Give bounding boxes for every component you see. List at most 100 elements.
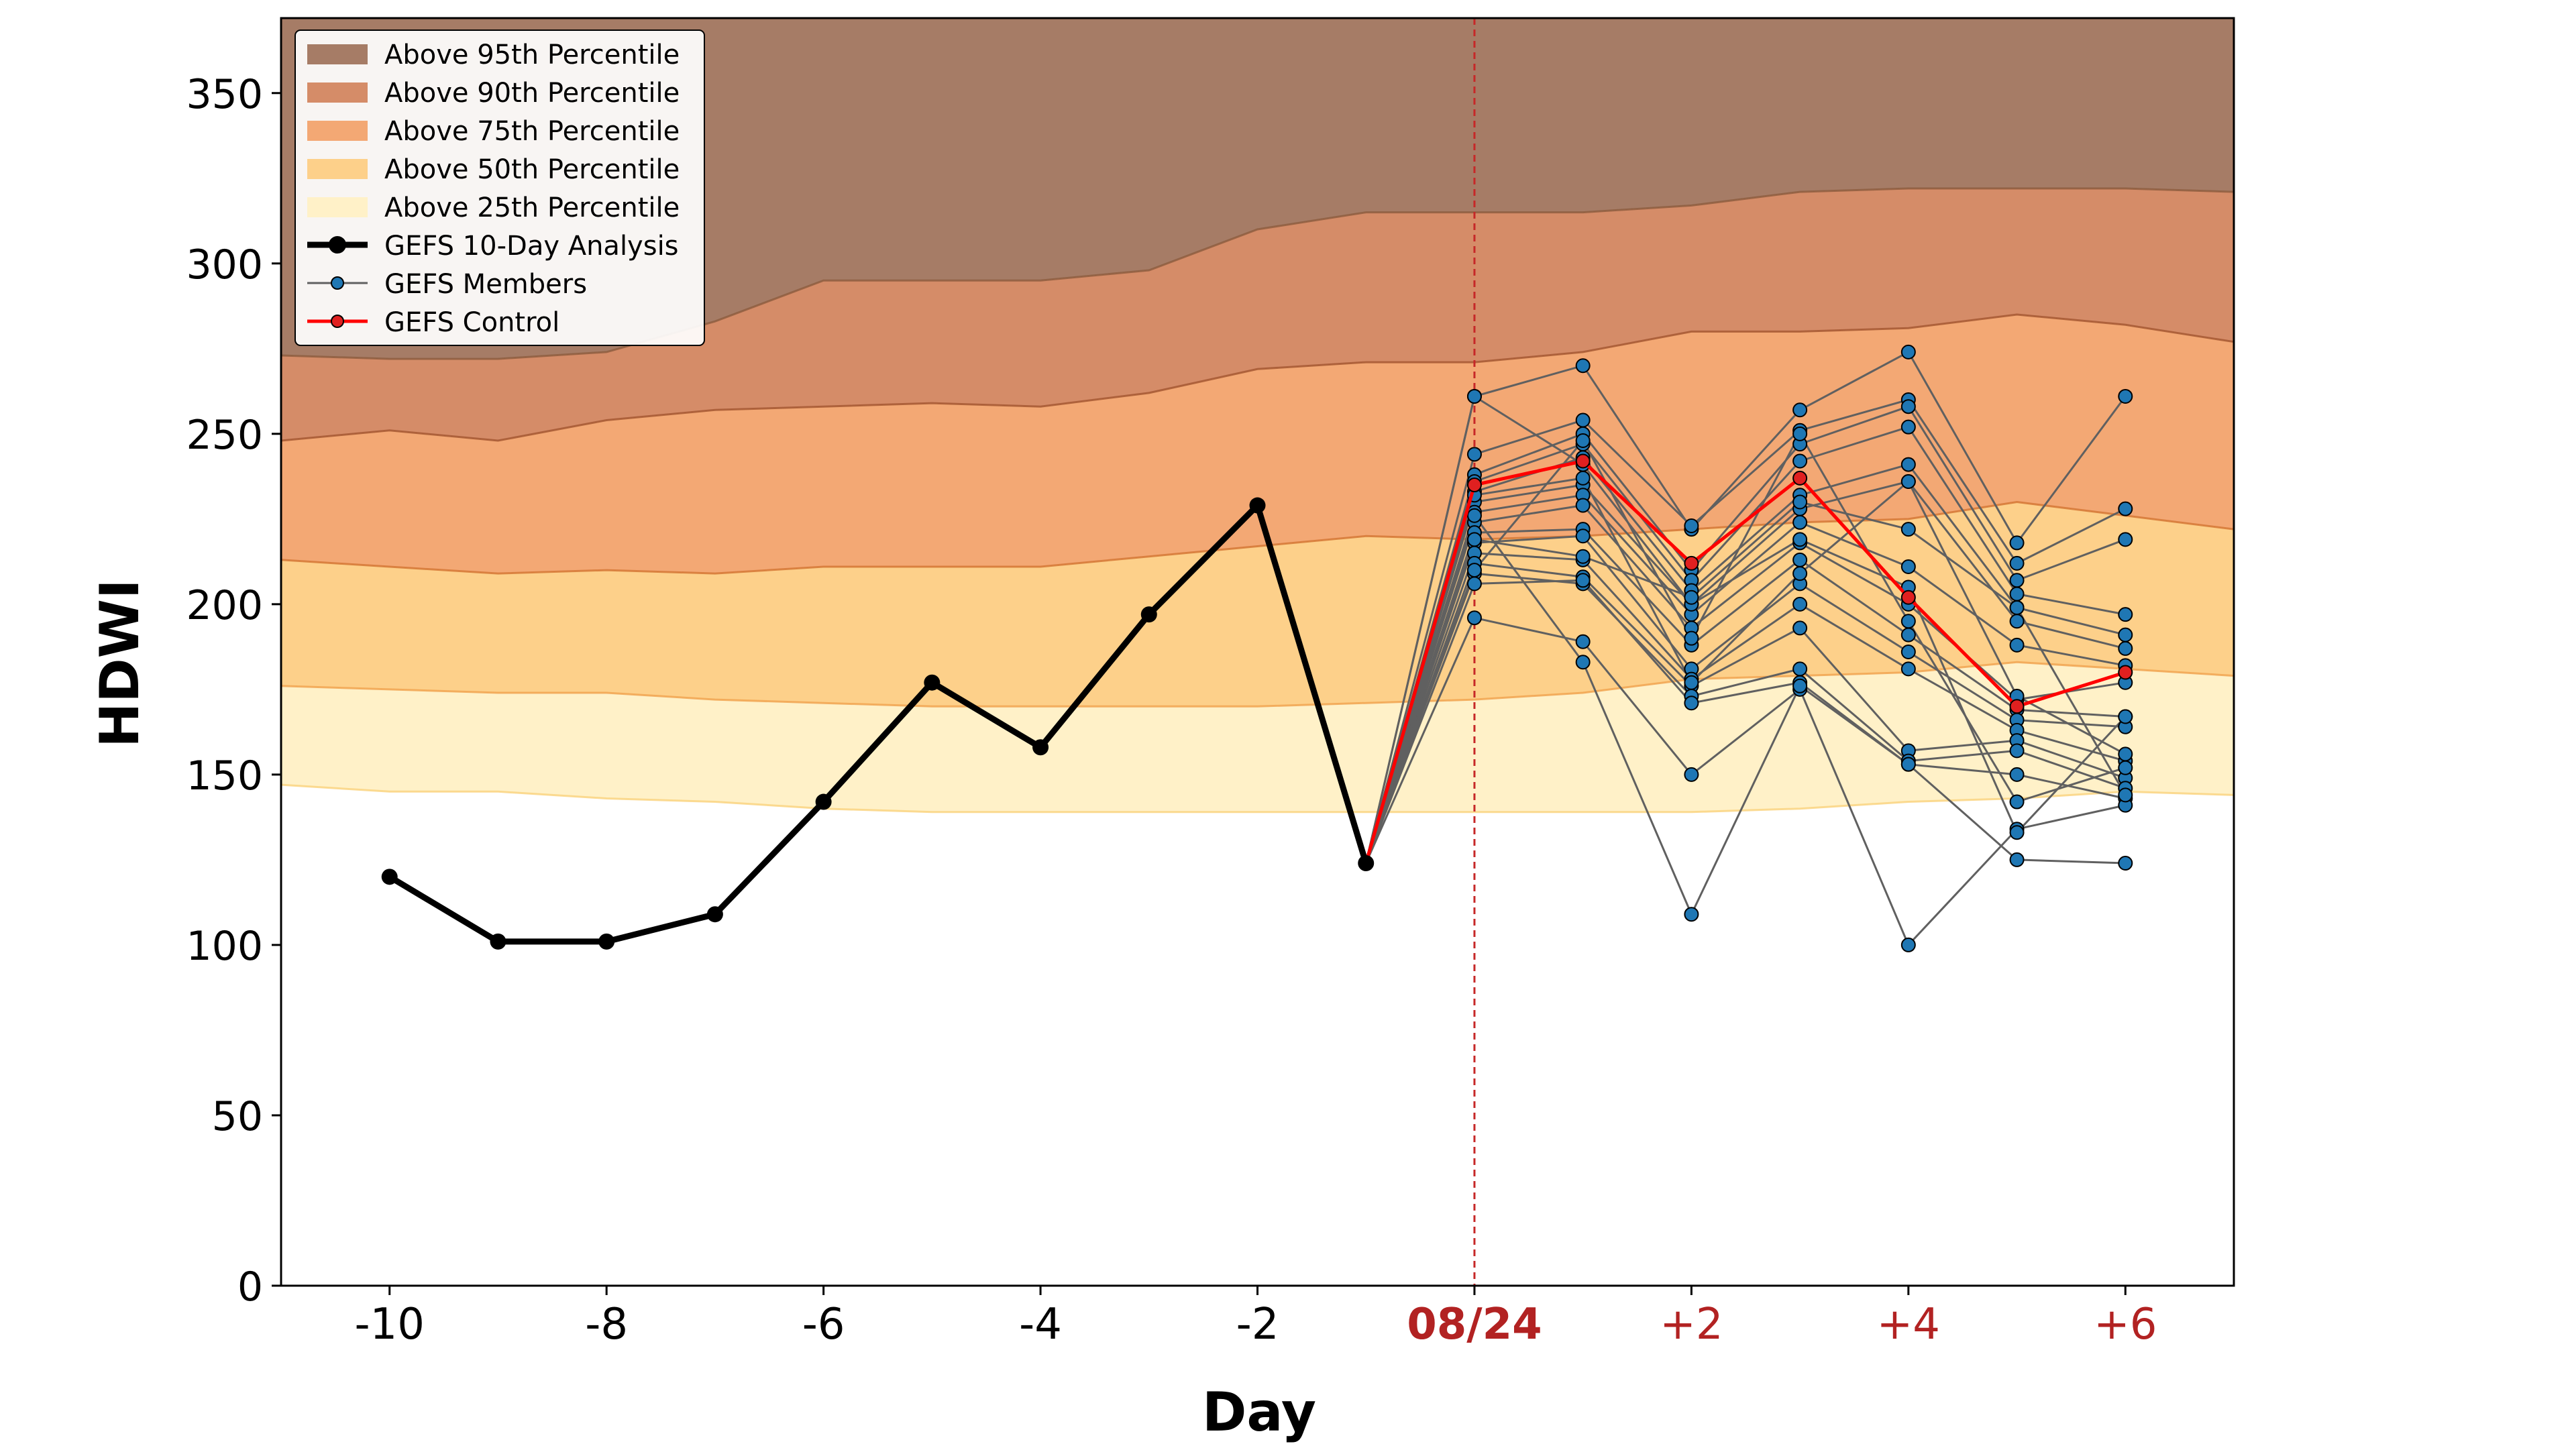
member-point — [1575, 358, 1591, 374]
member-line-1 — [1364, 350, 2127, 864]
member-point — [2009, 573, 2025, 588]
band-boundary-2 — [280, 313, 2235, 442]
band-boundary-1 — [280, 187, 2235, 360]
gefs-control-line — [1364, 453, 2133, 864]
band-2 — [281, 188, 2234, 441]
member-line-2 — [1364, 398, 2126, 864]
member-point — [1575, 573, 1591, 588]
member-line-6 — [1364, 480, 2126, 864]
band-5 — [281, 662, 2234, 812]
x-tick-label: +2 — [1660, 1300, 1723, 1349]
member-point — [2009, 614, 2025, 629]
member-point — [1466, 508, 1482, 523]
member-point — [2118, 627, 2133, 643]
member-point — [2118, 746, 2133, 762]
member-line-3 — [1364, 405, 2126, 864]
member-point — [1900, 627, 1916, 643]
member-point — [1575, 433, 1591, 448]
legend-label: Above 95th Percentile — [384, 40, 680, 70]
x-tick-label: +6 — [2094, 1300, 2157, 1349]
x-tick-label: +4 — [1877, 1300, 1940, 1349]
member-point — [1466, 447, 1482, 462]
legend-label: Above 50th Percentile — [384, 154, 680, 185]
x-tick-label: -4 — [1019, 1300, 1062, 1349]
member-point — [1792, 596, 1808, 612]
member-point — [2118, 709, 2133, 724]
member-point — [1900, 399, 1916, 414]
member-line-15 — [1364, 616, 2126, 947]
member-line-8 — [1364, 504, 2126, 864]
member-point — [1900, 419, 1916, 435]
member-point — [1900, 614, 1916, 629]
analysis-point — [1032, 739, 1049, 756]
x-tick-label: -6 — [802, 1300, 845, 1349]
percentile-bands — [280, 18, 2235, 814]
analysis-point — [924, 674, 941, 691]
legend-swatch — [307, 197, 368, 217]
y-tick-label: 0 — [237, 1264, 263, 1311]
member-point — [1792, 494, 1808, 510]
y-tick-label: 200 — [186, 582, 263, 629]
member-point — [2009, 535, 2025, 551]
member-point — [2118, 501, 2133, 516]
x-tick-label: -8 — [585, 1300, 628, 1349]
member-line-16 — [1364, 513, 2126, 917]
control-point — [1466, 478, 1482, 493]
member-point — [1900, 757, 1916, 772]
legend-label: Above 75th Percentile — [384, 116, 680, 147]
member-point — [2009, 852, 2025, 867]
legend-marker — [331, 276, 344, 290]
member-point — [1900, 937, 1916, 952]
analysis-point — [598, 933, 615, 950]
gefs-members-lines — [1364, 344, 2133, 952]
member-line-17 — [1364, 394, 2127, 864]
legend-swatch — [307, 82, 368, 103]
legend-label: GEFS 10-Day Analysis — [384, 231, 679, 262]
member-point — [1575, 634, 1591, 649]
y-axis: 0 50 100 150 200 250 300 350 — [186, 71, 281, 1311]
member-point — [2118, 641, 2133, 656]
member-point — [1792, 453, 1808, 469]
y-tick-label: 300 — [186, 241, 263, 288]
member-point — [1792, 678, 1808, 693]
member-point — [2009, 600, 2025, 615]
member-point — [1575, 412, 1591, 428]
member-point — [1466, 388, 1482, 404]
member-point — [1684, 695, 1699, 711]
member-point — [1684, 907, 1699, 922]
member-point — [1900, 522, 1916, 537]
member-point — [2009, 825, 2025, 840]
member-point — [2118, 760, 2133, 775]
control-point — [1575, 453, 1591, 469]
member-point — [2118, 388, 2133, 404]
member-point — [2118, 787, 2133, 803]
control-point — [2009, 699, 2025, 714]
legend-box — [294, 30, 705, 346]
legend-marker — [331, 315, 344, 328]
member-line-9 — [1364, 528, 2126, 864]
control-point — [1792, 470, 1808, 486]
control-point — [2118, 665, 2133, 680]
analysis-point — [1249, 497, 1266, 514]
analysis-line — [388, 502, 1369, 945]
legend-swatch — [307, 159, 368, 179]
member-point — [2009, 637, 2025, 653]
member-point — [1900, 457, 1916, 472]
control-line — [1364, 459, 2127, 864]
member-point — [1684, 590, 1699, 605]
member-point — [1792, 532, 1808, 547]
member-point — [1684, 675, 1699, 690]
member-point — [1792, 402, 1808, 418]
control-point — [1900, 590, 1916, 605]
member-point — [2009, 743, 2025, 759]
member-point — [1466, 576, 1482, 592]
gefs-analysis-line — [381, 497, 1375, 950]
legend-swatch — [307, 121, 368, 141]
analysis-point — [1140, 606, 1157, 623]
x-tick-label: 08/24 — [1407, 1300, 1542, 1349]
member-point — [2118, 607, 2133, 622]
x-tick-label: -10 — [354, 1300, 425, 1349]
band-1 — [281, 18, 2234, 359]
member-point — [1684, 767, 1699, 782]
